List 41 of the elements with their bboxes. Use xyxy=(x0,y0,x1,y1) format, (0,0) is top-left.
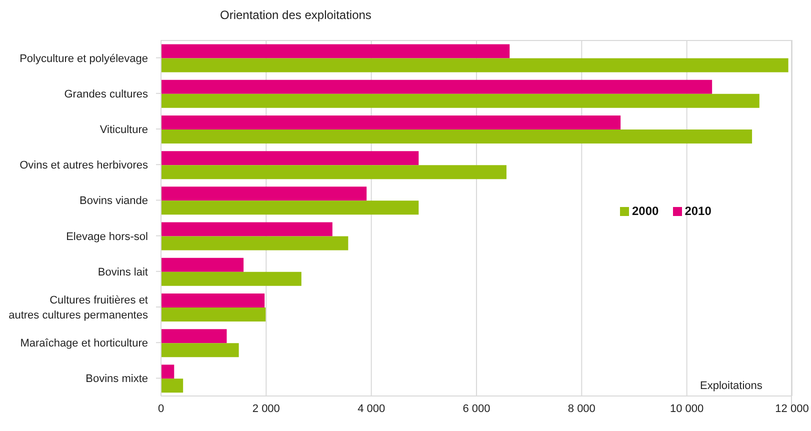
y-tick-label: Cultures fruitières et autres cultures permanentes xyxy=(8,294,148,322)
bar xyxy=(161,378,184,393)
y-tick-label: Polyculture et polyélevage xyxy=(20,52,148,65)
bar xyxy=(161,307,266,322)
bar xyxy=(161,272,302,286)
bar xyxy=(161,222,332,236)
bar xyxy=(161,94,760,108)
bar xyxy=(161,200,419,215)
legend-label: 2010 xyxy=(684,204,712,218)
bar xyxy=(161,151,419,166)
x-axis-title: Exploitations xyxy=(700,380,762,392)
bar xyxy=(161,236,348,250)
bar xyxy=(161,343,239,358)
x-tick-label: 6 000 xyxy=(462,402,490,415)
y-tick-label: Bovins mixte xyxy=(86,373,148,386)
bar xyxy=(161,80,712,94)
x-tick-label: 2 000 xyxy=(252,402,280,415)
bar xyxy=(161,186,367,201)
legend-label: 2000 xyxy=(632,204,659,218)
y-tick-label: Elevage hors-sol xyxy=(66,230,148,243)
y-tick-label: Ovins et autres herbivores xyxy=(20,160,148,172)
y-tick-label: Viticulture xyxy=(100,124,148,136)
bar xyxy=(161,364,174,379)
bar xyxy=(161,44,510,58)
bar xyxy=(161,129,752,144)
y-tick-label: Bovins viande xyxy=(80,195,148,208)
y-tick-label: Bovins lait xyxy=(98,266,148,278)
y-tick-label: Grandes cultures xyxy=(64,88,148,100)
x-tick-label: 4 000 xyxy=(358,402,386,415)
chart-title: Orientation des exploitations xyxy=(220,8,372,22)
x-tick-label: 0 xyxy=(158,402,164,415)
bar xyxy=(161,115,621,130)
bar xyxy=(161,329,227,344)
x-tick-label: 8 000 xyxy=(568,402,596,415)
bar xyxy=(161,293,265,308)
y-tick-label: Maraîchage et horticulture xyxy=(20,338,148,350)
bar xyxy=(161,58,788,72)
x-tick-label: 12 000 xyxy=(775,402,809,415)
bar xyxy=(161,258,244,272)
x-tick-label: 10 000 xyxy=(670,402,704,415)
bar xyxy=(161,165,506,180)
